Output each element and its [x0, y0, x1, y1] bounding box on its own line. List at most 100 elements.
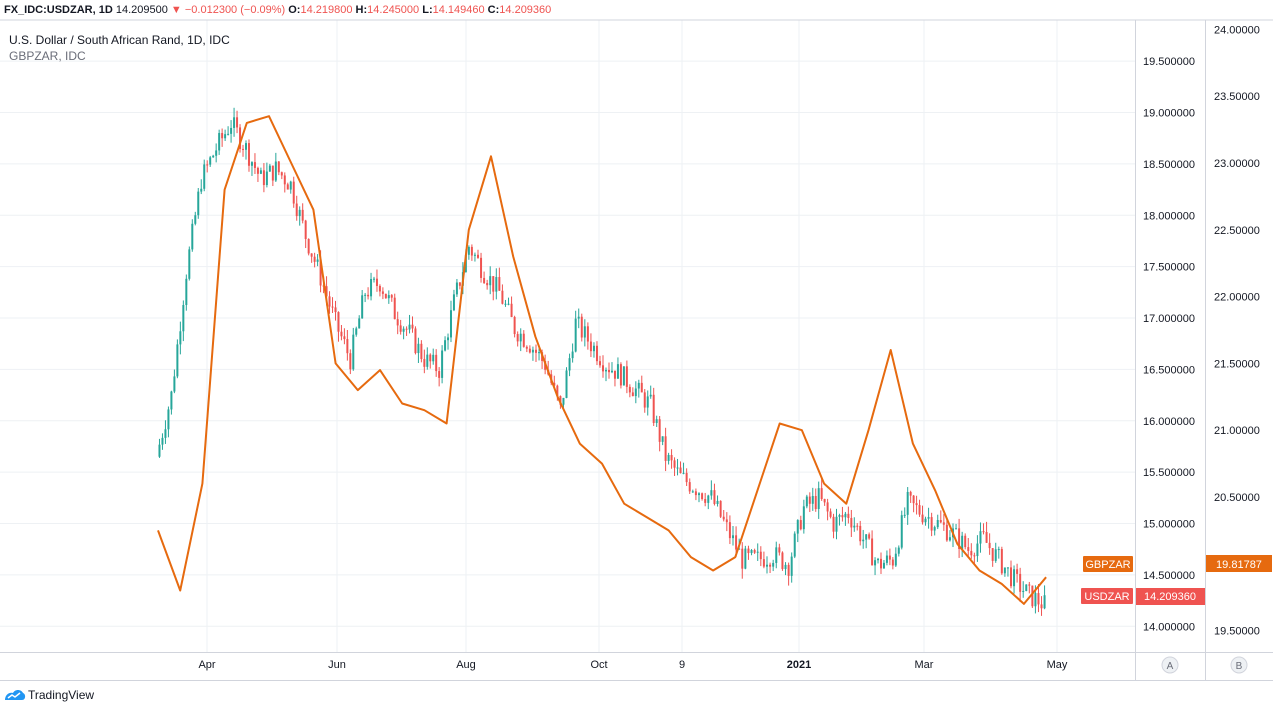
candle-body	[859, 525, 862, 542]
candle-body	[387, 295, 390, 299]
candle-body	[167, 409, 170, 430]
candle-body	[631, 392, 634, 397]
usdzar-series-name: USDZAR	[1084, 591, 1129, 603]
candle-body	[823, 498, 826, 503]
left-price-axis[interactable]: 19.500000 19.000000 18.500000 18.000000 17.5…	[1143, 56, 1195, 633]
axis-a-button[interactable]: A	[1161, 656, 1179, 674]
candle-body	[894, 553, 897, 566]
candle-body	[814, 496, 817, 509]
candle-body	[230, 127, 233, 134]
right-tick-label: 22.00000	[1214, 292, 1260, 304]
candle-body	[221, 133, 224, 139]
candle-body	[1019, 573, 1022, 592]
candle-body	[574, 318, 577, 352]
candle-body	[841, 515, 844, 518]
candle-body	[679, 467, 682, 474]
candle-body	[787, 564, 790, 576]
candle-body	[519, 333, 522, 342]
candle-body	[915, 503, 918, 506]
candle-body	[835, 516, 838, 532]
candle-body	[991, 548, 994, 561]
candle-body	[492, 276, 495, 292]
candle-body	[976, 543, 979, 557]
candle-body	[670, 454, 673, 461]
candle-body	[616, 364, 619, 379]
candle-body	[501, 290, 504, 304]
candle-body	[832, 516, 835, 532]
candle-body	[1025, 584, 1028, 591]
candle-body	[652, 394, 655, 423]
candle-body	[1037, 593, 1040, 605]
candle-body	[483, 277, 486, 283]
candle-body	[643, 392, 646, 408]
tradingview-logo-icon	[5, 690, 26, 700]
branding-label[interactable]: TradingView	[28, 688, 95, 702]
candle-body	[277, 161, 280, 173]
right-tick-label: 21.50000	[1214, 358, 1260, 370]
candle-body	[897, 547, 900, 554]
candle-body	[458, 282, 461, 286]
candle-body	[259, 170, 262, 174]
candle-body	[316, 259, 319, 262]
candle-body	[838, 515, 841, 517]
candle-body	[1009, 567, 1012, 587]
right-tick-label: 22.50000	[1214, 225, 1260, 237]
time-tick-label: Mar	[915, 659, 934, 671]
candle-body	[1006, 567, 1009, 569]
candle-body	[367, 294, 370, 297]
candle-body	[577, 316, 580, 319]
candle-body	[701, 493, 704, 499]
candle-body	[710, 490, 713, 496]
candle-body	[694, 491, 697, 496]
candle-body	[853, 525, 856, 528]
candle-body	[967, 547, 970, 551]
candle-body	[473, 254, 476, 256]
candle-body	[402, 328, 405, 332]
left-tick-label: 14.000000	[1143, 621, 1195, 633]
left-tick-label: 19.000000	[1143, 107, 1195, 119]
candle-body	[292, 181, 295, 204]
price-chart[interactable]: U.S. Dollar / South African Rand, 1D, ID…	[0, 0, 1273, 684]
candle-body	[605, 369, 608, 372]
low-label: L:	[422, 4, 433, 16]
candle-body	[161, 437, 164, 445]
candle-body	[781, 552, 784, 570]
time-tick-label: Apr	[198, 659, 215, 671]
candle-body	[393, 297, 396, 320]
candle-body	[426, 354, 429, 367]
time-tick-label: 2021	[787, 659, 811, 671]
time-axis[interactable]: Apr Jun Aug Oct 9 2021 Mar May	[198, 659, 1067, 671]
candle-body	[728, 522, 731, 539]
candle-body	[608, 369, 611, 373]
gbpzar-last-value: 19.81787	[1216, 559, 1262, 571]
candle-body	[528, 348, 531, 353]
candle-body	[206, 164, 209, 166]
candle-body	[850, 517, 853, 528]
right-price-axis[interactable]: 24.00000 23.50000 23.00000 22.50000 22.00000…	[1214, 24, 1260, 637]
candle-body	[170, 391, 173, 410]
candle-body	[725, 519, 728, 523]
left-tick-label: 14.500000	[1143, 570, 1195, 582]
axis-b-label: B	[1236, 661, 1243, 672]
candle-body	[1040, 604, 1043, 609]
candle-body	[1043, 595, 1046, 609]
candle-body	[455, 282, 458, 295]
candle-body	[747, 548, 750, 554]
candle-body	[343, 336, 346, 340]
time-tick-label: Jun	[328, 659, 346, 671]
candle-body	[227, 133, 230, 135]
usdzar-series-label: USDZAR	[1081, 588, 1133, 604]
candle-body	[759, 551, 762, 560]
candle-body	[970, 550, 973, 556]
candle-body	[829, 511, 832, 517]
candle-body	[247, 143, 250, 166]
candle-body	[982, 531, 985, 533]
candle-body	[283, 175, 286, 185]
candle-body	[598, 361, 601, 366]
axis-b-button[interactable]: B	[1230, 656, 1248, 674]
candle-body	[958, 528, 961, 549]
candle-body	[936, 520, 939, 528]
candle-body	[358, 318, 361, 329]
candle-body	[1003, 567, 1006, 574]
candle-body	[704, 498, 707, 503]
